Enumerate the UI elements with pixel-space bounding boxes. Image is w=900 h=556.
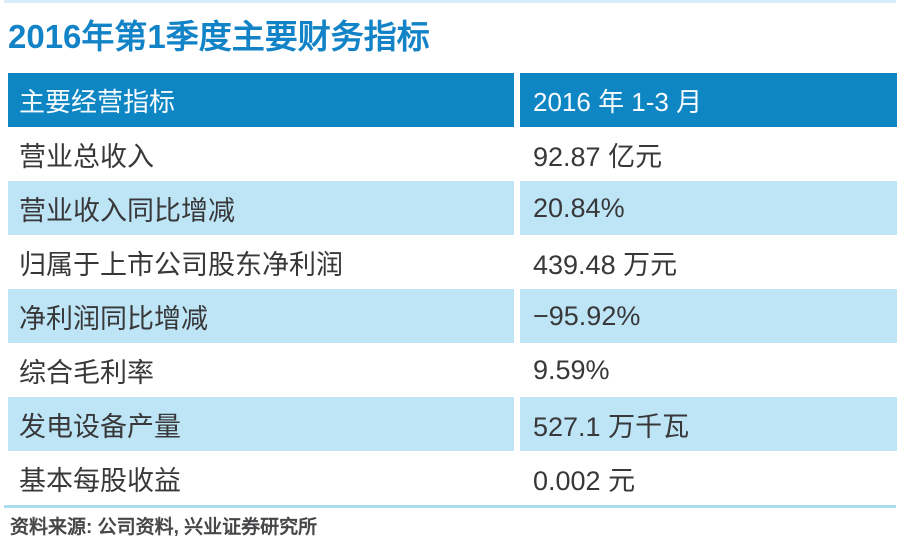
table-row: 发电设备产量 527.1 万千瓦 <box>8 397 897 451</box>
table-row: 基本每股收益 0.002 元 <box>8 451 897 505</box>
table-row: 净利润同比增减 −95.92% <box>8 289 897 343</box>
table-row: 归属于上市公司股东净利润 439.48 万元 <box>8 235 897 289</box>
row-label-cell: 综合毛利率 <box>8 343 514 397</box>
row-label-cell: 归属于上市公司股东净利润 <box>8 235 514 289</box>
row-label-cell: 发电设备产量 <box>8 397 514 451</box>
header-value-cell: 2016 年 1-3 月 <box>520 73 897 127</box>
header-label-cell: 主要经营指标 <box>8 73 514 127</box>
row-label-cell: 营业总收入 <box>8 127 514 181</box>
row-value-cell: 20.84% <box>520 181 897 235</box>
data-source-note: 资料来源: 公司资料, 兴业证券研究所 <box>10 517 318 538</box>
row-value-cell: −95.92% <box>520 289 897 343</box>
top-accent-line <box>4 0 896 3</box>
row-value-cell: 92.87 亿元 <box>520 127 897 181</box>
table-header-row: 主要经营指标 2016 年 1-3 月 <box>8 73 897 127</box>
table-row: 营业收入同比增减 20.84% <box>8 181 897 235</box>
figure-title: 2016年第1季度主要财务指标 <box>8 18 430 55</box>
footer-separator-line <box>4 505 896 508</box>
row-value-cell: 0.002 元 <box>520 451 897 505</box>
row-label-cell: 基本每股收益 <box>8 451 514 505</box>
row-label-cell: 净利润同比增减 <box>8 289 514 343</box>
table-row: 营业总收入 92.87 亿元 <box>8 127 897 181</box>
row-value-cell: 439.48 万元 <box>520 235 897 289</box>
row-label-cell: 营业收入同比增减 <box>8 181 514 235</box>
row-value-cell: 527.1 万千瓦 <box>520 397 897 451</box>
row-value-cell: 9.59% <box>520 343 897 397</box>
financial-indicators-table: 主要经营指标 2016 年 1-3 月 营业总收入 92.87 亿元 营业收入同… <box>8 73 897 505</box>
table-row: 综合毛利率 9.59% <box>8 343 897 397</box>
